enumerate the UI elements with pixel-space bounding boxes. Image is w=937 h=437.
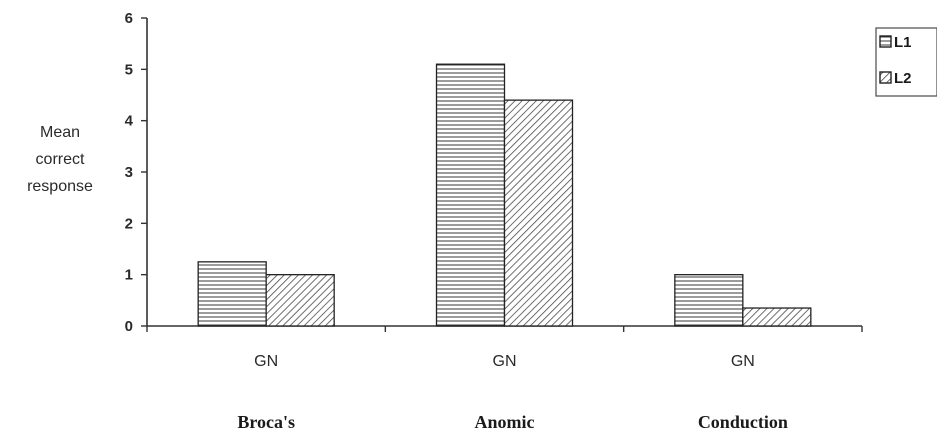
group-label: Anomic (475, 412, 535, 432)
bar-l2-3 (742, 307, 812, 327)
y-tick-label: 6 (125, 10, 133, 27)
y-tick-label: 4 (125, 113, 134, 130)
y-axis-label: Mean correct response (27, 124, 93, 195)
bar-l1-1 (197, 261, 267, 327)
x-category-label: GN (254, 353, 278, 370)
y-axis-label-line-1: Mean (40, 124, 80, 141)
bar-l1-2 (435, 63, 506, 327)
y-tick-label: 1 (125, 267, 133, 284)
y-tick-label: 0 (125, 318, 133, 335)
legend-swatch-l2 (879, 71, 892, 84)
y-tick-label: 3 (125, 164, 133, 181)
bar-l1-3 (674, 274, 744, 327)
y-axis-label-line-3: response (27, 178, 93, 195)
x-category-label: GN (731, 353, 755, 370)
y-tick-label: 2 (125, 215, 133, 232)
group-label: Conduction (698, 412, 788, 432)
group-label: Broca's (237, 412, 295, 432)
legend-label-l1: L1 (894, 34, 912, 51)
y-tick-label: 5 (125, 61, 133, 78)
bar-l2-1 (265, 274, 335, 327)
legend-swatch-l1 (879, 35, 892, 48)
bars (197, 63, 812, 327)
x-category-label: GN (493, 353, 517, 370)
y-axis-label-line-2: correct (36, 151, 85, 168)
legend: L1 L2 (875, 27, 937, 97)
bar-l2-2 (503, 99, 574, 327)
category-labels: GN Broca's GN Anomic GN Conduction (237, 353, 788, 432)
legend-label-l2: L2 (894, 70, 912, 87)
